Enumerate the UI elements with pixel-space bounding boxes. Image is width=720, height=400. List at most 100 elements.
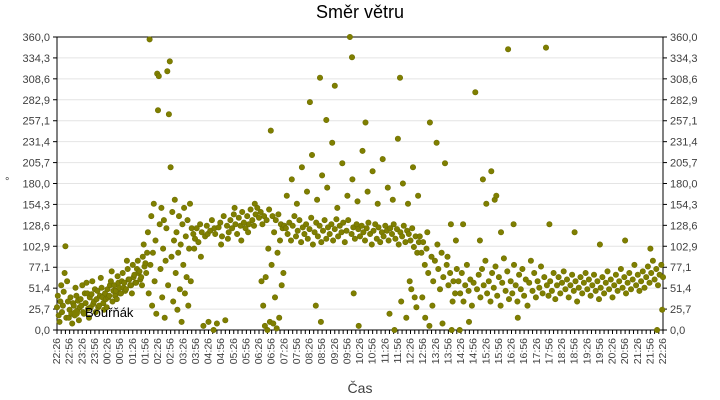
data-point xyxy=(326,231,333,238)
data-point xyxy=(402,239,409,246)
data-point xyxy=(409,164,416,171)
y-tick-label-left: 308,6 xyxy=(22,74,50,86)
x-tick-label: 18:56 xyxy=(569,338,581,364)
data-point xyxy=(170,298,177,305)
data-point xyxy=(172,269,179,276)
data-point xyxy=(526,279,533,286)
data-point xyxy=(142,260,149,267)
legend-series-label: Bouřňák xyxy=(85,305,134,320)
data-point xyxy=(519,265,526,272)
data-point xyxy=(482,257,489,264)
data-point xyxy=(379,156,386,163)
data-point xyxy=(219,233,226,240)
data-point xyxy=(56,318,63,325)
data-point xyxy=(658,261,665,268)
data-point xyxy=(149,249,156,256)
data-point xyxy=(150,200,157,207)
data-point xyxy=(409,225,416,232)
x-tick-label: 12:26 xyxy=(405,338,417,364)
data-point xyxy=(304,235,311,242)
data-point xyxy=(452,290,459,297)
y-tick-label-right: 0,0 xyxy=(670,325,685,337)
data-point xyxy=(260,302,267,309)
data-point xyxy=(203,222,210,229)
y-tick-label-left: 25,7 xyxy=(29,304,50,316)
data-point xyxy=(534,278,541,285)
y-tick-label-right: 308,6 xyxy=(670,74,698,86)
data-point xyxy=(388,231,395,238)
data-point xyxy=(517,286,524,293)
data-point xyxy=(492,263,499,270)
data-point xyxy=(346,33,353,40)
data-point xyxy=(113,296,120,303)
data-point xyxy=(524,302,531,309)
data-point xyxy=(604,268,611,275)
x-tick-label: 19:26 xyxy=(581,338,593,364)
data-point xyxy=(410,244,417,251)
data-point xyxy=(460,221,467,228)
data-point xyxy=(541,274,548,281)
data-point xyxy=(197,253,204,260)
data-point xyxy=(602,279,609,286)
data-point xyxy=(553,282,560,289)
data-point xyxy=(54,292,61,299)
data-point xyxy=(463,261,470,268)
y-tick-label-left: 231,4 xyxy=(22,137,50,149)
series-marker-icon xyxy=(72,308,80,317)
y-tick-label-left: 0,0 xyxy=(35,325,50,337)
data-point xyxy=(450,278,457,285)
data-point xyxy=(552,296,559,303)
x-tick-label: 19:56 xyxy=(594,338,606,364)
data-point xyxy=(361,237,368,244)
data-point xyxy=(638,278,645,285)
x-tick-label: 07:56 xyxy=(291,338,303,364)
x-tick-label: 04:56 xyxy=(215,338,227,364)
data-point xyxy=(365,219,372,226)
data-point xyxy=(234,231,241,238)
data-point xyxy=(424,229,431,236)
data-point xyxy=(329,139,336,146)
data-point xyxy=(483,200,490,207)
x-tick-label: 16:56 xyxy=(518,338,530,364)
data-point xyxy=(331,82,338,89)
data-point xyxy=(343,227,350,234)
data-point xyxy=(587,292,594,299)
data-point xyxy=(428,253,435,260)
data-point xyxy=(431,257,438,264)
data-point xyxy=(472,89,479,96)
data-point xyxy=(128,290,135,297)
data-point xyxy=(659,274,666,281)
data-point xyxy=(499,279,506,286)
data-point xyxy=(224,222,231,229)
data-point xyxy=(212,231,219,238)
data-point xyxy=(548,287,555,294)
y-tick-label-left: 180,0 xyxy=(22,179,50,191)
data-point xyxy=(314,196,321,203)
data-point xyxy=(187,278,194,285)
y-tick-label-left: 154,3 xyxy=(22,199,50,211)
gridlines xyxy=(57,57,663,310)
x-tick-label: 14:26 xyxy=(455,338,467,364)
data-point xyxy=(155,73,162,80)
data-point xyxy=(606,286,613,293)
x-tick-label: 03:26 xyxy=(177,338,189,364)
data-point xyxy=(447,221,454,228)
data-point xyxy=(247,206,254,213)
data-point xyxy=(389,196,396,203)
data-point xyxy=(531,269,538,276)
data-point xyxy=(589,282,596,289)
data-point xyxy=(328,221,335,228)
data-point xyxy=(263,217,270,224)
x-tick-labels: 22:26 22:56 23:26 23:56 00:26 00:56 01:26 01:56… xyxy=(51,338,669,364)
data-point xyxy=(224,235,231,242)
data-point xyxy=(133,279,140,286)
data-point xyxy=(400,222,407,229)
data-point xyxy=(558,279,565,286)
data-point xyxy=(473,286,480,293)
data-point xyxy=(375,224,382,231)
data-point xyxy=(479,176,486,183)
x-tick-label: 20:56 xyxy=(619,338,631,364)
data-point xyxy=(358,222,365,229)
data-point xyxy=(124,265,131,272)
data-point xyxy=(119,269,126,276)
